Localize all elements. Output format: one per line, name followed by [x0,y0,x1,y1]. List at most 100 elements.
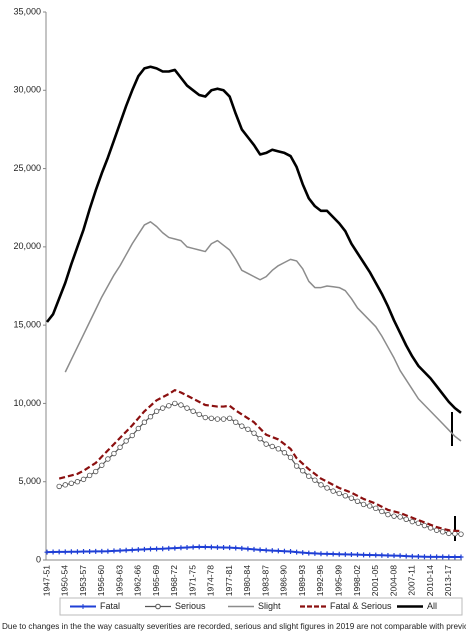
marker [391,513,397,519]
marker [56,549,62,555]
marker [135,425,142,432]
marker [184,405,190,411]
marker [99,462,105,468]
marker [166,403,172,409]
marker [312,550,318,556]
marker [269,443,275,450]
legend-marker [80,604,86,609]
x-tick-label: 1959-63 [114,565,124,596]
marker [202,544,208,550]
marker [141,419,148,425]
marker [74,479,81,485]
marker [312,477,318,483]
x-tick-label: 1956-60 [96,565,106,596]
x-tick-label: 1974-78 [206,565,216,596]
marker [348,552,354,558]
marker [281,548,287,554]
marker [172,400,178,407]
x-tick-label: 1971-75 [187,565,197,596]
marker [452,530,458,537]
marker [166,545,172,551]
marker [293,463,300,469]
marker [178,402,184,408]
marker [239,423,245,429]
x-tick-label: 1977-81 [224,565,234,596]
marker [452,554,458,560]
marker [324,551,330,557]
marker [421,554,427,560]
marker [227,545,233,551]
marker [245,426,251,432]
marker [226,415,233,422]
marker [361,552,367,558]
marker [354,498,361,504]
marker [148,546,153,552]
marker [233,545,239,551]
marker [367,552,373,558]
legend-label: Serious [175,601,206,611]
marker [111,548,117,554]
marker [160,546,166,552]
y-tick-label: 25,000 [13,163,41,173]
marker [306,550,312,556]
marker [123,438,129,444]
y-tick-label: 10,000 [13,398,41,408]
marker [440,529,446,535]
y-tick-label: 20,000 [13,241,41,251]
x-tick-label: 2001-05 [370,565,380,596]
marker [391,553,397,559]
x-tick-label: 1983-87 [260,565,270,596]
marker [214,416,221,422]
marker [330,488,336,494]
marker [135,547,141,553]
marker [269,548,275,554]
marker [397,514,403,520]
marker [147,414,154,420]
marker [306,473,312,479]
marker [184,544,190,550]
marker [366,503,373,509]
marker [208,415,215,422]
marker [220,416,227,422]
x-tick-label: 2013-17 [443,565,453,596]
x-tick-label: 1998-02 [352,565,362,596]
marker [458,554,464,560]
x-tick-label: 2007-11 [407,565,417,596]
x-tick-label: 2010-14 [425,565,435,596]
marker [300,468,306,474]
marker [324,485,330,491]
marker [318,551,324,557]
marker [409,518,415,525]
legend-label: Fatal & Serious [330,601,392,611]
series-line [58,389,462,533]
marker [87,549,93,555]
legend-marker [155,603,161,610]
marker [99,548,105,554]
marker [281,450,288,456]
series-line [64,221,462,442]
marker [80,476,87,483]
marker [105,456,111,462]
marker [178,545,184,551]
marker [336,551,342,557]
x-tick-label: 1980-84 [242,565,252,596]
marker [403,553,409,559]
marker [68,480,75,486]
x-tick-label: 1986-90 [279,565,289,596]
marker [288,549,294,555]
marker [440,554,446,560]
marker [239,545,245,551]
marker [141,546,147,552]
marker [196,544,202,550]
marker [421,522,428,529]
x-tick-label: 1950-54 [60,565,70,596]
footnote: Due to changes in the the way casualty s… [2,622,466,631]
marker [190,544,196,550]
marker [385,552,391,558]
x-tick-label: 1962-66 [133,565,143,596]
x-tick-label: 1992-96 [315,565,325,596]
series-line [45,65,462,414]
legend-label: All [427,601,437,611]
marker [434,554,440,560]
marker [159,405,166,411]
